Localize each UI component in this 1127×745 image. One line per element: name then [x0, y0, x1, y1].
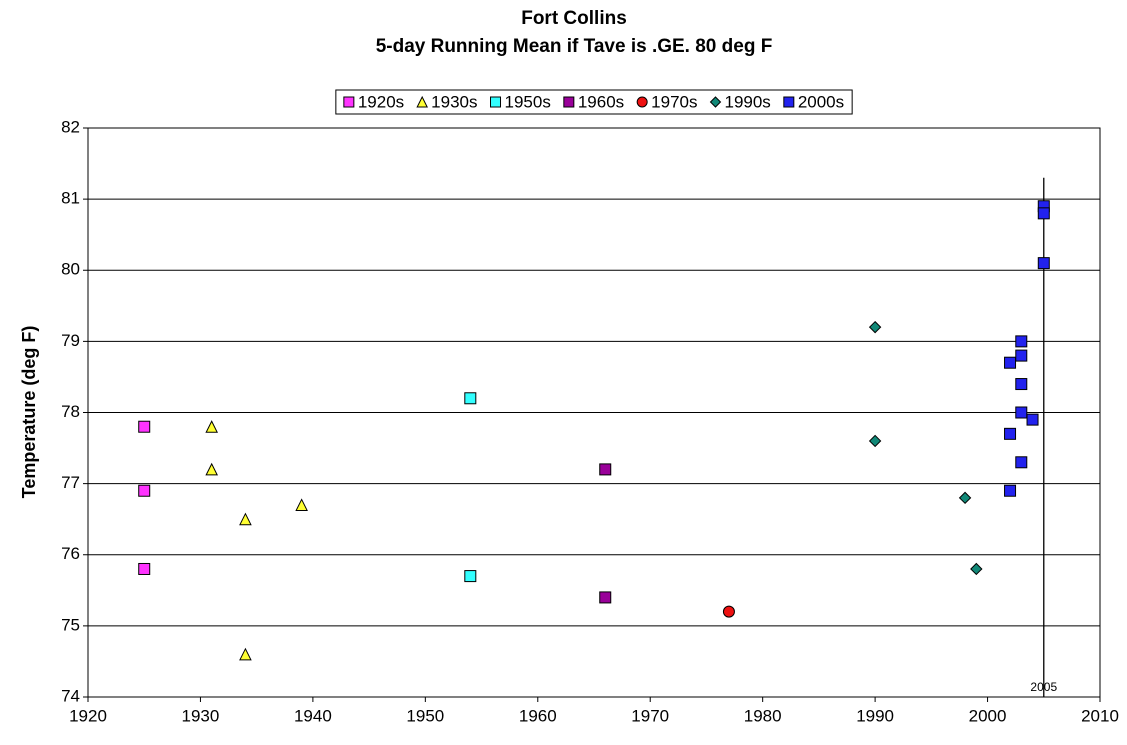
legend-swatch	[416, 95, 428, 108]
x-tick-label: 1980	[744, 706, 782, 725]
data-point	[138, 562, 151, 575]
data-point	[239, 512, 252, 526]
y-tick-label: 78	[61, 402, 80, 421]
data-point	[464, 570, 477, 583]
reference-label: 2005	[1030, 680, 1057, 694]
data-point	[970, 562, 983, 576]
data-point	[295, 498, 308, 511]
legend-label: 1960s	[578, 92, 624, 111]
x-tick-label: 1930	[182, 706, 220, 725]
y-tick-label: 75	[61, 615, 80, 634]
legend: 1920s 1930s 1950s 1960s 1970s 1990s 2000s	[335, 89, 853, 115]
y-tick-label: 79	[61, 331, 80, 350]
legend-label: 1990s	[724, 92, 770, 111]
y-tick-label: 80	[61, 260, 80, 279]
y-tick-label: 82	[61, 117, 80, 136]
data-point	[958, 491, 972, 505]
legend-swatch	[563, 96, 575, 108]
data-point	[599, 591, 612, 604]
data-point	[464, 392, 477, 405]
data-point	[868, 320, 882, 334]
data-point	[599, 463, 612, 476]
legend-label: 1920s	[358, 92, 404, 111]
data-point	[1015, 406, 1028, 419]
data-point	[239, 647, 252, 661]
data-point	[1015, 335, 1028, 348]
data-point	[1015, 378, 1028, 391]
legend-swatch	[343, 96, 355, 108]
x-tick-label: 2000	[969, 706, 1007, 725]
data-point	[205, 420, 218, 433]
legend-swatch	[490, 96, 502, 108]
x-tick-label: 1960	[519, 706, 557, 725]
chart-subtitle: 5-day Running Mean if Tave is .GE. 80 de…	[376, 36, 773, 57]
legend-label: 1950s	[505, 92, 551, 111]
data-point	[722, 605, 735, 618]
x-tick-label: 1940	[294, 706, 332, 725]
y-axis-label: Temperature (deg F)	[19, 326, 39, 499]
x-tick-label: 1920	[69, 706, 107, 725]
legend-label: 1930s	[431, 92, 477, 111]
data-point	[138, 484, 151, 497]
legend-label: 1970s	[651, 92, 697, 111]
data-point	[868, 434, 882, 448]
data-point	[1015, 349, 1028, 362]
data-point	[138, 420, 151, 433]
y-tick-label: 77	[61, 473, 80, 492]
plot-frame	[87, 127, 1101, 698]
x-tick-label: 1970	[631, 706, 669, 725]
x-tick-label: 1990	[856, 706, 894, 725]
x-tick-label: 1950	[406, 706, 444, 725]
chart-title: Fort Collins	[521, 8, 627, 29]
legend-swatch	[709, 96, 722, 108]
legend-swatch	[783, 96, 795, 108]
y-tick-label: 81	[61, 189, 80, 208]
data-point	[1004, 356, 1017, 369]
data-point	[1037, 257, 1050, 270]
data-point	[1037, 207, 1050, 220]
legend-swatch	[636, 96, 648, 108]
data-point	[1015, 456, 1028, 469]
y-tick-label: 76	[61, 544, 80, 563]
data-point	[205, 462, 218, 476]
data-point	[1026, 413, 1039, 426]
data-point	[1004, 427, 1017, 440]
legend-label: 2000s	[798, 92, 844, 111]
data-point	[1004, 484, 1017, 497]
x-tick-label: 2010	[1081, 706, 1119, 725]
y-tick-label: 74	[61, 686, 80, 705]
